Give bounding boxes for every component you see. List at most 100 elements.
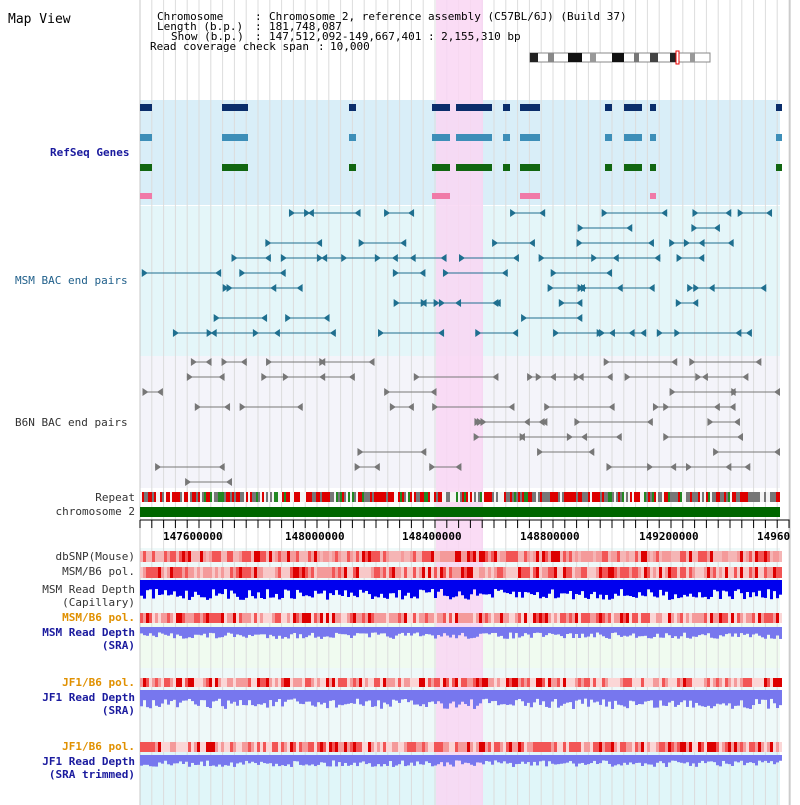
msm-sra-depth-bar [644, 627, 647, 636]
repeat-block [420, 492, 422, 502]
msm-depth-bar [707, 580, 710, 600]
repeat-block [236, 492, 238, 502]
dbsnp-cell [395, 551, 398, 562]
jf1-pol-cell [611, 678, 614, 687]
msm-pol-cell [191, 567, 194, 578]
repeat-block [536, 492, 538, 502]
jf1-depth-bar [332, 690, 335, 701]
repeat-block [562, 492, 564, 502]
jf1-depth-bar [593, 690, 596, 703]
msm-pol-cell [350, 567, 353, 578]
msm-pol2-cell [500, 613, 503, 623]
jf1-pol2-cell [524, 742, 527, 752]
track-label-jf1-depth-trim-1[interactable]: JF1 Read Depth [42, 755, 135, 768]
msm-sra-depth-bar [545, 627, 548, 636]
track-label-jf1-b6-pol-2[interactable]: JF1/B6 pol. [62, 740, 135, 753]
jf1-trim-depth-bar [746, 755, 749, 763]
jf1-trim-depth-bar [386, 755, 389, 766]
jf1-trim-depth-bar [563, 755, 566, 764]
msm-bac-pair-end [433, 299, 440, 307]
msm-bac-pair-end [521, 314, 528, 322]
dbsnp-cell [140, 551, 143, 562]
repeat-block [756, 492, 758, 502]
jf1-pol2-cell [242, 742, 245, 752]
jf1-pol2-cell [308, 742, 311, 752]
msm-sra-depth-bar [179, 627, 182, 636]
track-label-refseq[interactable]: RefSeq Genes [50, 146, 130, 159]
track-label-msm-b6-pol-1[interactable]: MSM/B6 pol. [62, 565, 135, 578]
repeat-block [248, 492, 250, 502]
msm-depth-bar [410, 580, 413, 599]
msm-pol-cell [602, 567, 605, 578]
msm-pol-cell [377, 567, 380, 578]
repeat-block [532, 492, 534, 502]
msm-depth-bar [371, 580, 374, 599]
track-label-msm-depth-cap-1[interactable]: MSM Read Depth [42, 583, 135, 596]
msm-pol-cell [587, 567, 590, 578]
msm-depth-bar [380, 580, 383, 594]
jf1-depth-bar [443, 690, 446, 709]
track-label-msm-bac[interactable]: MSM BAC end pairs [15, 274, 128, 287]
track-label-dbsnp[interactable]: dbSNP(Mouse) [55, 550, 135, 563]
track-label-repeat[interactable]: Repeat [95, 491, 135, 504]
repeat-block [772, 492, 774, 502]
msm-depth-bar [542, 580, 545, 597]
jf1-depth-bar [563, 690, 566, 704]
msm-bac-pair-end [725, 209, 732, 217]
msm-sra-depth-bar [440, 627, 443, 637]
track-label-b6n-bac[interactable]: B6N BAC end pairs [15, 416, 128, 429]
track-label-msm-depth-sra-1[interactable]: MSM Read Depth [42, 626, 135, 639]
msm-depth-bar [770, 580, 773, 600]
jf1-pol2-cell [506, 742, 509, 752]
jf1-depth-bar [614, 690, 617, 701]
repeat-block [768, 492, 770, 502]
msm-pol2-cell [512, 613, 515, 623]
repeat-block [492, 492, 494, 502]
dbsnp-cell [653, 551, 656, 562]
dbsnp-cell [152, 551, 155, 562]
track-label-jf1-b6-pol-1[interactable]: JF1/B6 pol. [62, 676, 135, 689]
msm-sra-depth-bar [608, 627, 611, 639]
msm-pol2-cell [266, 613, 269, 623]
repeat-block [742, 492, 744, 502]
jf1-pol2-cell [422, 742, 425, 752]
repeat-block [146, 492, 148, 502]
track-label-chromosome[interactable]: chromosome 2 [55, 505, 135, 518]
jf1-trim-depth-bar [437, 755, 440, 765]
dbsnp-cell [644, 551, 647, 562]
track-label-msm-b6-pol-2[interactable]: MSM/B6 pol. [62, 611, 135, 624]
jf1-pol-cell [605, 678, 608, 687]
jf1-pol-cell [530, 678, 533, 687]
repeat-block [406, 492, 408, 502]
jf1-pol-cell [569, 678, 572, 687]
dbsnp-cell [755, 551, 758, 562]
dbsnp-cell [557, 551, 560, 562]
repeat-block [318, 492, 320, 502]
msm-pol-cell [653, 567, 656, 578]
msm-depth-bar [665, 580, 668, 592]
jf1-pol-cell [245, 678, 248, 687]
jf1-trim-depth-bar [470, 755, 473, 765]
msm-pol2-cell [668, 613, 671, 623]
msm-pol2-cell [503, 613, 506, 623]
track-label-jf1-depth-sra-1[interactable]: JF1 Read Depth [42, 691, 135, 704]
jf1-pol2-cell [497, 742, 500, 752]
dbsnp-cell [749, 551, 752, 562]
b6n-bac-pair-end [606, 373, 613, 381]
repeat-block [538, 492, 540, 502]
jf1-depth-bar [170, 690, 173, 702]
msm-pol-cell [167, 567, 170, 578]
dbsnp-cell [281, 551, 284, 562]
jf1-depth-bar [566, 690, 569, 703]
jf1-pol2-cell [305, 742, 308, 752]
msm-pol-cell [155, 567, 158, 578]
b6n-bac-pair-end [455, 463, 462, 471]
repeat-block [652, 492, 654, 502]
jf1-pol2-cell [605, 742, 608, 752]
repeat-block [214, 492, 216, 502]
msm-depth-bar [362, 580, 365, 593]
repeat-block [384, 492, 386, 502]
msm-depth-bar [671, 580, 674, 600]
repeat-block [702, 492, 704, 502]
